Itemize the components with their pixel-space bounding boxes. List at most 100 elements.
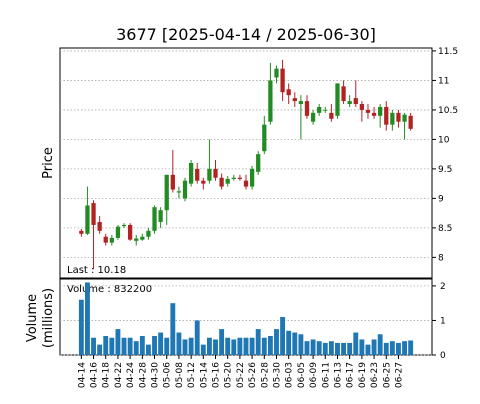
candle-body — [231, 177, 236, 179]
x-tick-label: 05-16 — [212, 362, 222, 388]
volume-bar — [304, 341, 310, 355]
volume-bar — [225, 337, 231, 355]
volume-bar — [359, 339, 365, 355]
volume-bar — [127, 337, 133, 355]
volume-bar — [182, 339, 188, 355]
candle-body — [195, 168, 200, 181]
volume-bar — [231, 339, 237, 355]
volume-bar — [267, 336, 273, 355]
volume-bar — [158, 332, 164, 355]
volume-bar — [255, 329, 261, 355]
volume-bar — [328, 341, 334, 355]
candle-body — [310, 112, 316, 122]
volume-bar — [91, 337, 96, 355]
x-tick-label: 05-12 — [187, 362, 197, 388]
volume-bar — [274, 329, 279, 355]
candle-body — [164, 174, 169, 211]
candle-body — [201, 180, 206, 184]
y-axis-label: Price — [41, 147, 56, 179]
candle-body — [79, 230, 84, 234]
candle-body — [341, 86, 346, 102]
volume-bar — [133, 341, 139, 355]
volume-bar — [176, 332, 182, 355]
candle-body — [91, 203, 96, 225]
candle-body — [384, 106, 389, 125]
candle-body — [280, 68, 285, 93]
candle-body — [121, 224, 127, 227]
candle-body — [359, 104, 365, 110]
volume-bar — [261, 337, 267, 355]
candle-body — [225, 178, 230, 184]
y2-tick-label: 1 — [440, 316, 446, 326]
candle-body — [353, 98, 358, 105]
volume-bar — [365, 344, 371, 355]
volume-bar — [249, 337, 255, 355]
x-tick-label: 04-22 — [114, 362, 124, 388]
volume-bar — [200, 344, 206, 355]
candle-body — [378, 106, 383, 116]
x-tick-label: 05-20 — [224, 362, 234, 388]
x-tick-label: 04-30 — [151, 362, 161, 388]
candle-body — [182, 180, 188, 199]
price-frame — [59, 47, 433, 279]
volume-bar — [402, 341, 407, 355]
candle-body — [402, 114, 407, 122]
volume-bar — [310, 339, 316, 355]
candle-body — [97, 221, 102, 231]
candle-body — [286, 89, 291, 96]
candle-body — [317, 106, 322, 113]
x-tick-label: 05-26 — [248, 362, 258, 388]
candle-body — [408, 115, 413, 129]
candle-body — [158, 210, 163, 222]
volume-bar — [121, 337, 127, 355]
y2-axis-label: Volume — [25, 294, 40, 342]
volume-bar — [206, 337, 212, 355]
x-tick-label: 06-09 — [309, 362, 319, 388]
x-tick-label: 05-30 — [272, 362, 282, 388]
x-tick-label: 05-06 — [163, 362, 173, 388]
y-tick-label: 9.5 — [438, 165, 452, 175]
last-label: Last : 10.18 — [67, 265, 126, 276]
x-tick-label: 06-25 — [382, 362, 392, 388]
candle-body — [274, 68, 279, 78]
volume-bar — [298, 334, 304, 355]
candle-body — [268, 80, 273, 122]
x-tick-label: 06-03 — [285, 362, 295, 388]
candle-body — [213, 168, 218, 178]
volume-bar — [383, 342, 389, 355]
candle-body — [304, 101, 310, 116]
candle-body — [262, 124, 267, 152]
volume-bar — [188, 337, 194, 355]
x-tick-label: 05-28 — [260, 362, 270, 388]
y-tick-label: 11.5 — [438, 47, 458, 57]
candle-body — [371, 112, 377, 116]
candle-body — [329, 112, 334, 119]
candle-body — [115, 226, 121, 238]
x-tick-label: 06-11 — [321, 362, 331, 388]
volume-bar — [103, 336, 109, 355]
candle-body — [256, 154, 261, 172]
volume-bar — [341, 342, 347, 355]
volume-bar — [145, 344, 151, 355]
candle-body — [176, 191, 182, 193]
chart-title: 3677 [2025-04-14 / 2025-06-30] — [116, 25, 376, 44]
x-tick-label: 06-27 — [394, 362, 404, 388]
volume-bar — [164, 337, 170, 355]
x-tick-label: 04-28 — [138, 362, 148, 388]
x-tick-label: 05-22 — [236, 362, 246, 388]
x-tick-label: 04-18 — [102, 362, 112, 388]
candle-body — [365, 109, 371, 113]
x-tick-label: 06-19 — [358, 362, 368, 388]
x-tick-label: 06-17 — [346, 362, 356, 388]
x-tick-label: 04-16 — [90, 362, 100, 388]
volume-bar — [371, 339, 377, 355]
candle-body — [134, 238, 139, 241]
volume-bar — [280, 317, 286, 355]
volume-bar — [377, 334, 383, 355]
candle-body — [85, 205, 90, 234]
candle-body — [323, 109, 328, 111]
volume-bar — [85, 282, 90, 355]
volume-bar — [292, 332, 298, 355]
volume-bar — [243, 337, 249, 355]
candle-body — [249, 168, 255, 187]
